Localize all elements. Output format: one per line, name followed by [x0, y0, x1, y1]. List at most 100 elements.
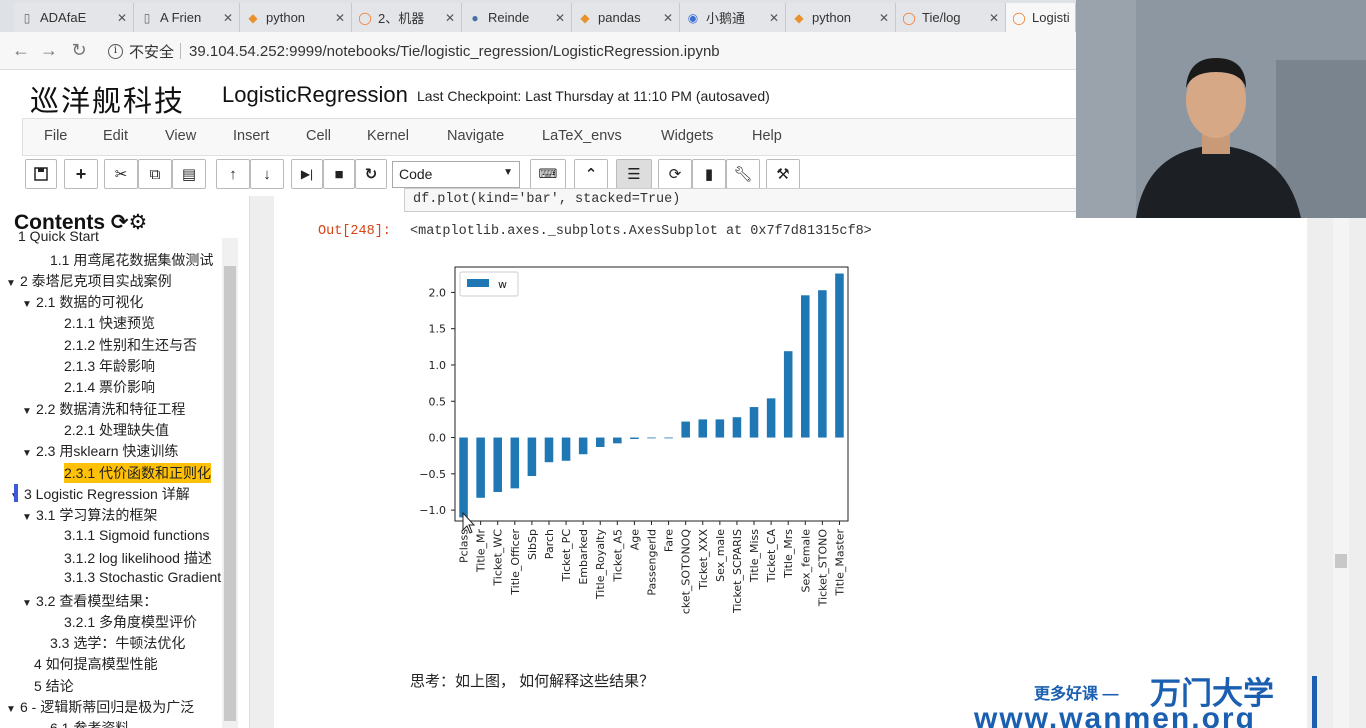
legend-swatch: [467, 279, 489, 287]
toc-item[interactable]: 3.1.2 log likelihood 描述: [64, 548, 212, 568]
tab-title: ADAfaE: [40, 10, 87, 25]
caret-down-icon[interactable]: ▼: [22, 406, 32, 417]
toc-item[interactable]: 3.3 选学：牛顿法优化: [50, 633, 185, 653]
notebook-title[interactable]: LogisticRegression: [222, 82, 408, 107]
cut-icon[interactable]: ✂: [104, 159, 138, 189]
copy-icon[interactable]: ⧉: [138, 159, 172, 189]
browser-tab[interactable]: ◆ pandas ✕: [572, 3, 680, 32]
toc-scrollbar[interactable]: [222, 238, 238, 728]
close-tab-icon[interactable]: ✕: [444, 10, 455, 25]
menu-item-navigate[interactable]: Navigate: [447, 128, 505, 144]
run-icon[interactable]: ▶|: [291, 159, 323, 189]
browser-tab[interactable]: ◆ python ✕: [786, 3, 896, 32]
close-tab-icon[interactable]: ✕: [222, 10, 233, 25]
close-tab-icon[interactable]: ✕: [334, 10, 345, 25]
toc-item[interactable]: 2.1.1 快速预览: [64, 313, 155, 333]
back-icon[interactable]: ←: [12, 40, 30, 60]
toc-item[interactable]: 5 结论: [34, 676, 74, 696]
bar: [766, 398, 776, 438]
toc-scroll-thumb[interactable]: [224, 266, 236, 721]
toc-item[interactable]: 2.3.1 代价函数和正则化: [64, 463, 212, 483]
toc-item[interactable]: ▼ 3.1 学习算法的框架: [22, 505, 157, 525]
browser-tab[interactable]: ▯ A Frien ✕: [134, 3, 240, 32]
page-scroll-thumb[interactable]: [1335, 554, 1347, 568]
browser-tab[interactable]: ▯ ADAfaE ✕: [14, 3, 134, 32]
reload-icon[interactable]: ↻: [71, 40, 87, 60]
collapse-icon[interactable]: ⌃: [574, 159, 608, 189]
move-up-icon[interactable]: ↑: [216, 159, 250, 189]
caret-down-icon[interactable]: ▼: [6, 278, 16, 289]
menu-item-insert[interactable]: Insert: [233, 128, 270, 144]
page-scrollbar[interactable]: [1333, 196, 1349, 728]
toc-settings-icon[interactable]: ⚙: [128, 211, 148, 234]
toc-item[interactable]: ▼ 2.1 数据的可视化: [22, 292, 143, 312]
wrench-icon[interactable]: 🔧︎: [726, 159, 760, 189]
menu-item-edit[interactable]: Edit: [103, 128, 128, 144]
toc-item[interactable]: ▼3 Logistic Regression 详解: [10, 484, 190, 504]
toc-item[interactable]: 1 Quick Start: [18, 228, 99, 244]
markdown-cell[interactable]: 思考：如上图， 如何解释这些结果？: [410, 673, 655, 690]
toc-item[interactable]: 2.1.2 性别和生还与否: [64, 335, 197, 355]
close-tab-icon[interactable]: ✕: [768, 10, 779, 25]
toc-item[interactable]: ▼ 2.3 用sklearn 快速训练: [22, 441, 178, 461]
gavel-icon[interactable]: ⚒: [766, 159, 800, 189]
code-cell-input[interactable]: df.plot(kind='bar', stacked=True): [404, 188, 1094, 212]
book-icon[interactable]: ▮: [692, 159, 726, 189]
toc-item[interactable]: 3.2.1 多角度模型评价: [64, 612, 197, 632]
close-tab-icon[interactable]: ✕: [554, 10, 565, 25]
toc-item[interactable]: 2.1.4 票价影响: [64, 377, 155, 397]
cell-type-select[interactable]: Code ▼: [392, 161, 520, 188]
info-icon[interactable]: i: [108, 43, 123, 59]
menu-item-kernel[interactable]: Kernel: [367, 128, 409, 144]
toc-item[interactable]: ▼ 3.2 查看模型结果：: [22, 591, 157, 611]
toc-item[interactable]: ▼ 2.2 数据清洗和特征工程: [22, 399, 185, 419]
browser-tab[interactable]: ◯ Tie/log ✕: [896, 3, 1006, 32]
close-tab-icon[interactable]: ✕: [988, 10, 999, 25]
add-cell-icon[interactable]: +: [64, 159, 98, 189]
close-tab-icon[interactable]: ✕: [662, 10, 673, 25]
close-tab-icon[interactable]: ✕: [878, 10, 889, 25]
toc-item[interactable]: 2.1.3 年龄影响: [64, 356, 155, 376]
refresh-icon[interactable]: ⟳: [658, 159, 692, 189]
caret-down-icon[interactable]: ▼: [22, 598, 32, 609]
x-tick-label: Age: [628, 529, 641, 551]
toc-item[interactable]: ▼ 6 - 逻辑斯蒂回归是极为广泛: [6, 697, 194, 717]
toc-item[interactable]: 6.1 参考资料: [50, 718, 129, 728]
toc-refresh-icon[interactable]: ⟳: [110, 211, 129, 234]
browser-tab[interactable]: ◆ python ✕: [240, 3, 352, 32]
url-field[interactable]: i 不安全 39.104.54.252:9999/notebooks/Tie/l…: [98, 38, 1348, 64]
stop-icon[interactable]: ■: [323, 159, 355, 189]
toc-item[interactable]: 2.2.1 处理缺失值: [64, 420, 169, 440]
paste-icon[interactable]: ▤: [172, 159, 206, 189]
keyboard-icon[interactable]: ⌨: [530, 159, 566, 189]
menu-item-file[interactable]: File: [44, 128, 68, 144]
browser-tab[interactable]: ◯ Logistic: [1006, 3, 1076, 32]
caret-down-icon[interactable]: ▼: [22, 512, 32, 523]
toc-item[interactable]: 3.1.3 Stochastic Gradient: [64, 569, 221, 585]
toc-item[interactable]: 1.1 用鸢尾花数据集做测试: [50, 250, 213, 270]
toc-item-label: 2.2.1 处理缺失值: [64, 422, 170, 438]
tag-icon: ◆: [794, 10, 804, 25]
close-tab-icon[interactable]: ✕: [116, 10, 127, 25]
toc-item[interactable]: ▼ 2 泰塔尼克项目实战案例: [6, 271, 172, 291]
caret-down-icon[interactable]: ▼: [22, 299, 32, 310]
toc-item[interactable]: 3.1.1 Sigmoid functions: [64, 527, 210, 543]
browser-tab[interactable]: ● Reinde ✕: [462, 3, 572, 32]
toc-item-label: 2.1 数据的可视化: [36, 294, 144, 310]
forward-icon[interactable]: →: [40, 40, 58, 60]
menu-item-help[interactable]: Help: [752, 128, 782, 144]
caret-down-icon[interactable]: ▼: [6, 704, 16, 715]
save-icon[interactable]: [25, 159, 57, 189]
browser-tab[interactable]: ◉ 小鹅通 ✕: [680, 3, 786, 32]
x-tick-label: Title_Miss: [748, 529, 761, 583]
caret-down-icon[interactable]: ▼: [22, 448, 32, 459]
menu-item-widgets[interactable]: Widgets: [661, 128, 714, 144]
move-down-icon[interactable]: ↓: [250, 159, 284, 189]
list-icon[interactable]: ☰: [616, 159, 652, 189]
browser-tab[interactable]: ◯ 2、机器 ✕: [352, 3, 462, 32]
menu-item-latexenvs[interactable]: LaTeX_envs: [542, 128, 622, 144]
menu-item-cell[interactable]: Cell: [306, 128, 331, 144]
toc-item[interactable]: 4 如何提高模型性能: [34, 654, 158, 674]
restart-icon[interactable]: ↻: [355, 159, 387, 189]
menu-item-view[interactable]: View: [165, 128, 197, 144]
